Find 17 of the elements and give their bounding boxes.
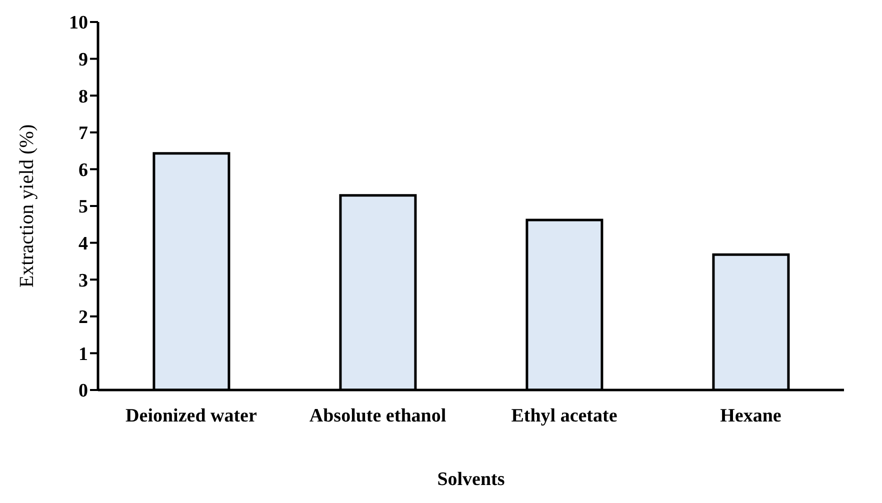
y-tick-label: 9	[78, 50, 88, 71]
x-tick-label: Ethyl acetate	[511, 405, 618, 426]
y-axis-title: Extraction yield (%)	[16, 124, 38, 288]
y-tick-label: 4	[78, 234, 88, 255]
x-tick-label: Deionized water	[126, 405, 258, 426]
x-tick-label: Absolute ethanol	[309, 405, 446, 426]
x-axis-title: Solvents	[437, 469, 505, 490]
y-tick-label: 5	[78, 196, 88, 218]
y-tick-label: 0	[78, 380, 88, 402]
x-tick-label: Hexane	[720, 405, 782, 426]
y-tick-label: 3	[78, 270, 88, 292]
y-tick-label: 1	[78, 344, 88, 365]
y-tick-label: 2	[78, 307, 88, 328]
y-tick-label: 7	[78, 123, 88, 144]
y-tick-label: 8	[78, 86, 88, 108]
y-tick-label: 6	[78, 160, 88, 181]
y-tick-label: 10	[69, 12, 88, 34]
